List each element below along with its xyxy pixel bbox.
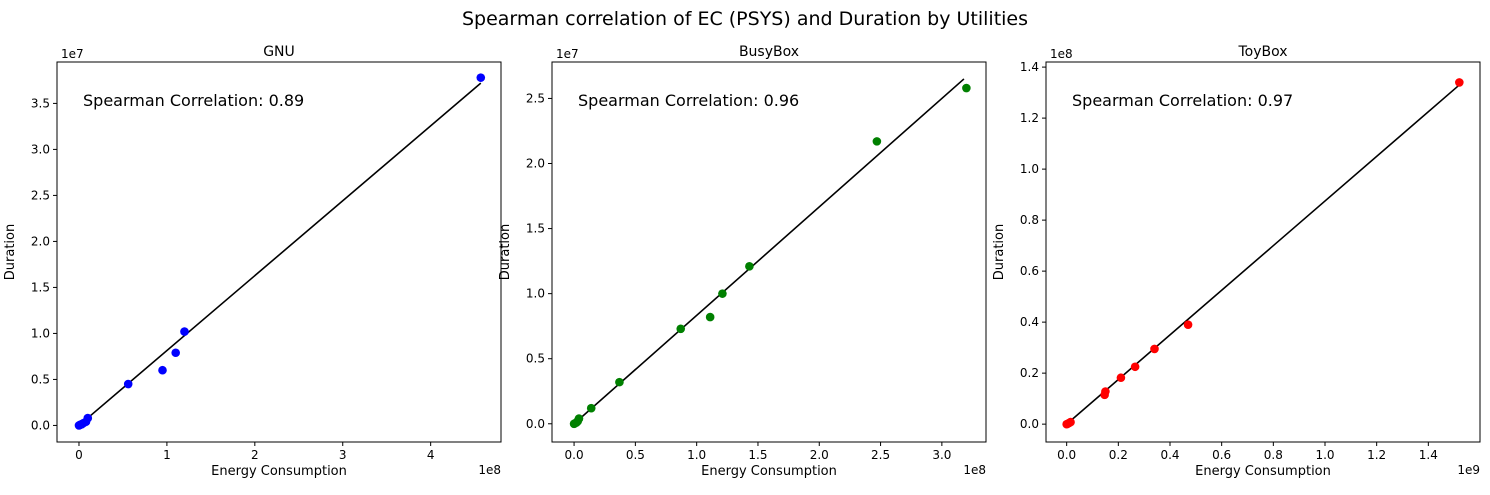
regression-line xyxy=(78,82,482,427)
subplots: GNU 0 1 2 3 4 0.0 0.5 1.0 1.5 2.0 2.5 3.0 3.5 1e7 1e8 En… xyxy=(3,44,1481,479)
x-tick-label: 0.4 xyxy=(1160,448,1179,462)
x-tick-label: 0.0 xyxy=(1057,448,1076,462)
x-tick-label: 0.0 xyxy=(565,448,584,462)
y-tick-label: 1.5 xyxy=(31,280,50,294)
y-tick-label: 3.5 xyxy=(31,96,50,110)
x-tick-label: 1 xyxy=(163,448,171,462)
x-tick-label: 0 xyxy=(75,448,83,462)
data-point xyxy=(574,414,584,423)
regression-line xyxy=(573,78,965,425)
y-tick-label: 3.0 xyxy=(31,142,50,156)
axes-frame xyxy=(1045,61,1481,443)
y-tick-label: 1.0 xyxy=(1020,162,1039,176)
data-point xyxy=(476,73,486,82)
spearman-annotation: Spearman Correlation: 0.89 xyxy=(83,91,304,110)
x-tick-label: 0.8 xyxy=(1264,448,1283,462)
data-point xyxy=(676,324,686,334)
x-axis-label: Energy Consumption xyxy=(1195,464,1331,479)
y-tick-label: 1.4 xyxy=(1020,60,1039,74)
data-point xyxy=(1150,344,1159,354)
data-point xyxy=(123,379,133,389)
data-point xyxy=(872,137,882,146)
x-tick-label: 0.6 xyxy=(1212,448,1231,462)
data-point xyxy=(586,403,596,413)
x-tick-label: 1.2 xyxy=(1367,448,1386,462)
y-tick-label: 0.0 xyxy=(1020,417,1039,431)
y-multiplier: 1e7 xyxy=(61,47,84,61)
x-tick-label: 2.0 xyxy=(810,448,829,462)
data-point xyxy=(745,262,754,271)
subplot-toybox: ToyBox 0.0 0.2 0.4 0.6 0.8 1.0 1.2 1.4 0.0 0.2 0.4 0… xyxy=(992,44,1481,479)
x-axis-label: Energy Consumption xyxy=(211,464,347,479)
y-tick-label: 0.5 xyxy=(526,352,545,366)
subplot-gnu: GNU 0 1 2 3 4 0.0 0.5 1.0 1.5 2.0 2.5 3.0 3.5 1e7 1e8 En… xyxy=(3,44,502,479)
y-tick-label: 1.0 xyxy=(526,287,545,301)
data-point xyxy=(705,312,715,322)
y-tick-label: 2.5 xyxy=(31,188,50,202)
subplot-title: ToyBox xyxy=(1237,44,1287,60)
y-tick-label: 1.0 xyxy=(31,326,50,340)
y-tick-label: 1.5 xyxy=(526,222,545,236)
y-multiplier: 1e7 xyxy=(556,47,579,61)
x-tick-label: 1.0 xyxy=(687,448,706,462)
data-point xyxy=(1066,417,1075,427)
x-tick-label: 2 xyxy=(251,448,259,462)
data-point xyxy=(718,289,727,298)
x-tick-label: 2.5 xyxy=(871,448,890,462)
axes-frame xyxy=(56,61,502,443)
x-multiplier: 1e8 xyxy=(478,463,501,477)
x-tick-label: 4 xyxy=(427,448,435,462)
y-tick-label: 0.0 xyxy=(31,418,50,432)
y-axis-label: Duration xyxy=(498,224,513,280)
y-axis-label: Duration xyxy=(992,224,1007,280)
data-point xyxy=(962,83,971,93)
data-point xyxy=(615,377,624,387)
x-tick-label: 3.0 xyxy=(932,448,951,462)
y-tick-label: 2.5 xyxy=(526,91,545,105)
data-point xyxy=(171,348,180,358)
x-tick-label: 1.0 xyxy=(1315,448,1334,462)
x-multiplier: 1e9 xyxy=(1457,463,1480,477)
data-point xyxy=(1455,78,1464,87)
data-point xyxy=(180,327,189,336)
data-point xyxy=(83,413,93,423)
data-point xyxy=(1101,387,1110,396)
x-tick-label: 0.2 xyxy=(1109,448,1128,462)
subplot-title: BusyBox xyxy=(739,44,799,60)
y-axis-label: Duration xyxy=(3,224,18,280)
subplot-busybox: BusyBox 0.0 0.5 1.0 1.5 2.0 2.5 3.0 0.0 0.5 1.0 1.5… xyxy=(498,44,987,479)
y-tick-label: 0.0 xyxy=(526,417,545,431)
y-tick-label: 0.8 xyxy=(1020,213,1039,227)
axes-frame xyxy=(551,61,987,443)
x-tick-label: 1.5 xyxy=(748,448,767,462)
y-tick-label: 0.5 xyxy=(31,372,50,386)
y-tick-label: 0.4 xyxy=(1020,315,1039,329)
y-tick-label: 2.0 xyxy=(526,157,545,171)
y-tick-label: 0.2 xyxy=(1020,366,1039,380)
y-tick-label: 2.0 xyxy=(31,234,50,248)
y-tick-label: 1.2 xyxy=(1020,111,1039,125)
data-point xyxy=(1130,362,1140,372)
x-tick-label: 1.4 xyxy=(1419,448,1438,462)
regression-line xyxy=(1066,84,1460,425)
y-tick-label: 0.6 xyxy=(1020,264,1039,278)
x-tick-label: 0.5 xyxy=(626,448,645,462)
spearman-annotation: Spearman Correlation: 0.97 xyxy=(1072,91,1293,110)
data-point xyxy=(158,365,167,375)
data-point xyxy=(1183,320,1193,329)
x-multiplier: 1e8 xyxy=(963,463,986,477)
x-axis-label: Energy Consumption xyxy=(701,464,837,479)
figure-title: Spearman correlation of EC (PSYS) and Du… xyxy=(462,8,1028,30)
y-multiplier: 1e8 xyxy=(1050,47,1073,61)
x-tick-label: 3 xyxy=(339,448,347,462)
subplot-title: GNU xyxy=(263,44,295,60)
data-point xyxy=(1116,373,1126,383)
spearman-annotation: Spearman Correlation: 0.96 xyxy=(578,91,799,110)
